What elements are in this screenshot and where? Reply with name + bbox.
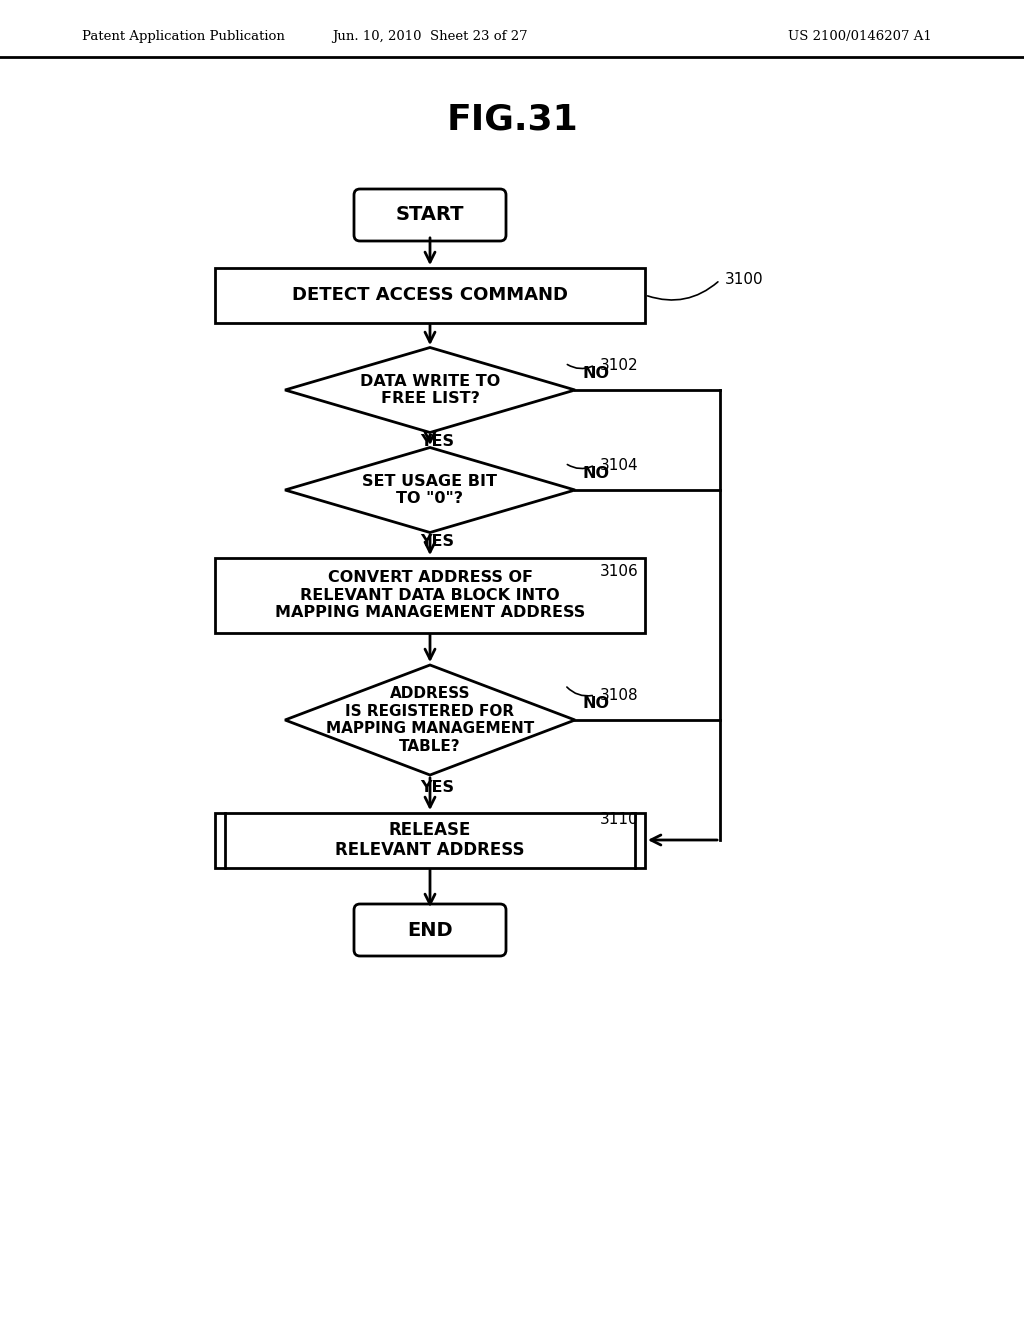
Text: 3106: 3106 [600,565,639,579]
Text: START: START [395,206,464,224]
Text: CONVERT ADDRESS OF
RELEVANT DATA BLOCK INTO
MAPPING MANAGEMENT ADDRESS: CONVERT ADDRESS OF RELEVANT DATA BLOCK I… [274,570,585,620]
Text: 3104: 3104 [600,458,639,473]
Text: DATA WRITE TO
FREE LIST?: DATA WRITE TO FREE LIST? [359,374,500,407]
Text: US 2100/0146207 A1: US 2100/0146207 A1 [788,30,932,44]
Text: 3110: 3110 [600,813,639,828]
Bar [215,557,645,632]
Text: NO: NO [583,466,610,482]
Polygon shape [285,665,575,775]
Text: DETECT ACCESS COMMAND: DETECT ACCESS COMMAND [292,286,568,304]
Text: NO: NO [583,697,610,711]
Text: END: END [408,920,453,940]
Text: NO: NO [583,367,610,381]
Bar [215,813,645,867]
Text: 3108: 3108 [600,688,639,702]
FancyBboxPatch shape [354,189,506,242]
Text: YES: YES [420,780,454,795]
Text: Patent Application Publication: Patent Application Publication [82,30,285,44]
Text: RELEASE
RELEVANT ADDRESS: RELEASE RELEVANT ADDRESS [335,821,524,859]
Text: SET USAGE BIT
TO "0"?: SET USAGE BIT TO "0"? [362,474,498,506]
Text: ADDRESS
IS REGISTERED FOR
MAPPING MANAGEMENT
TABLE?: ADDRESS IS REGISTERED FOR MAPPING MANAGE… [326,686,535,754]
Text: 3102: 3102 [600,358,639,372]
Text: YES: YES [420,434,454,450]
Text: Jun. 10, 2010  Sheet 23 of 27: Jun. 10, 2010 Sheet 23 of 27 [332,30,528,44]
FancyBboxPatch shape [354,904,506,956]
Polygon shape [285,347,575,433]
Text: 3100: 3100 [725,272,764,288]
Bar [215,268,645,322]
Polygon shape [285,447,575,532]
Text: FIG.31: FIG.31 [446,103,578,137]
Text: YES: YES [420,535,454,549]
